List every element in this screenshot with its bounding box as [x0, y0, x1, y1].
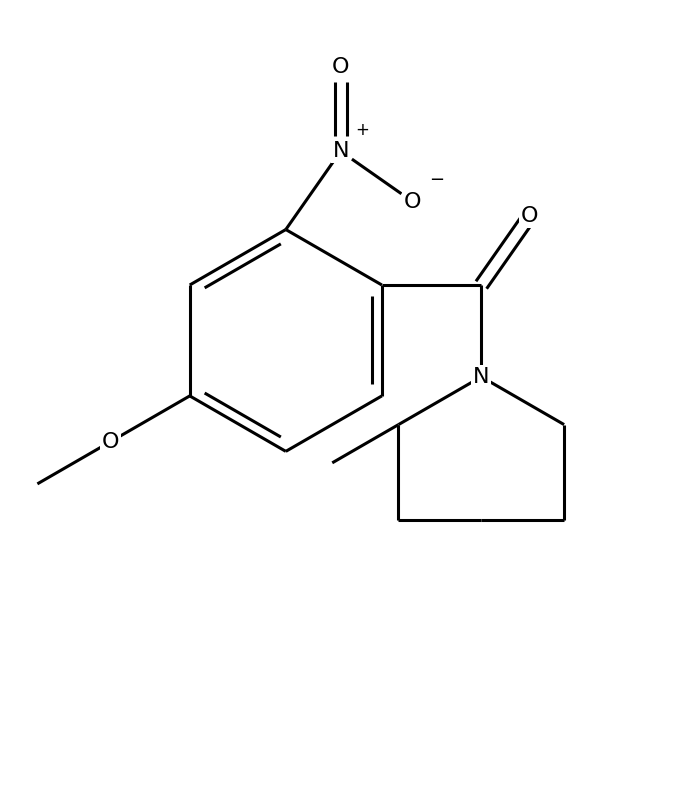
- Text: −: −: [430, 171, 445, 189]
- Text: N: N: [332, 141, 349, 162]
- Text: O: O: [101, 432, 119, 452]
- Text: N: N: [473, 366, 489, 387]
- Text: O: O: [332, 57, 349, 77]
- Text: O: O: [520, 206, 539, 226]
- Text: +: +: [355, 121, 369, 139]
- Text: O: O: [404, 191, 421, 212]
